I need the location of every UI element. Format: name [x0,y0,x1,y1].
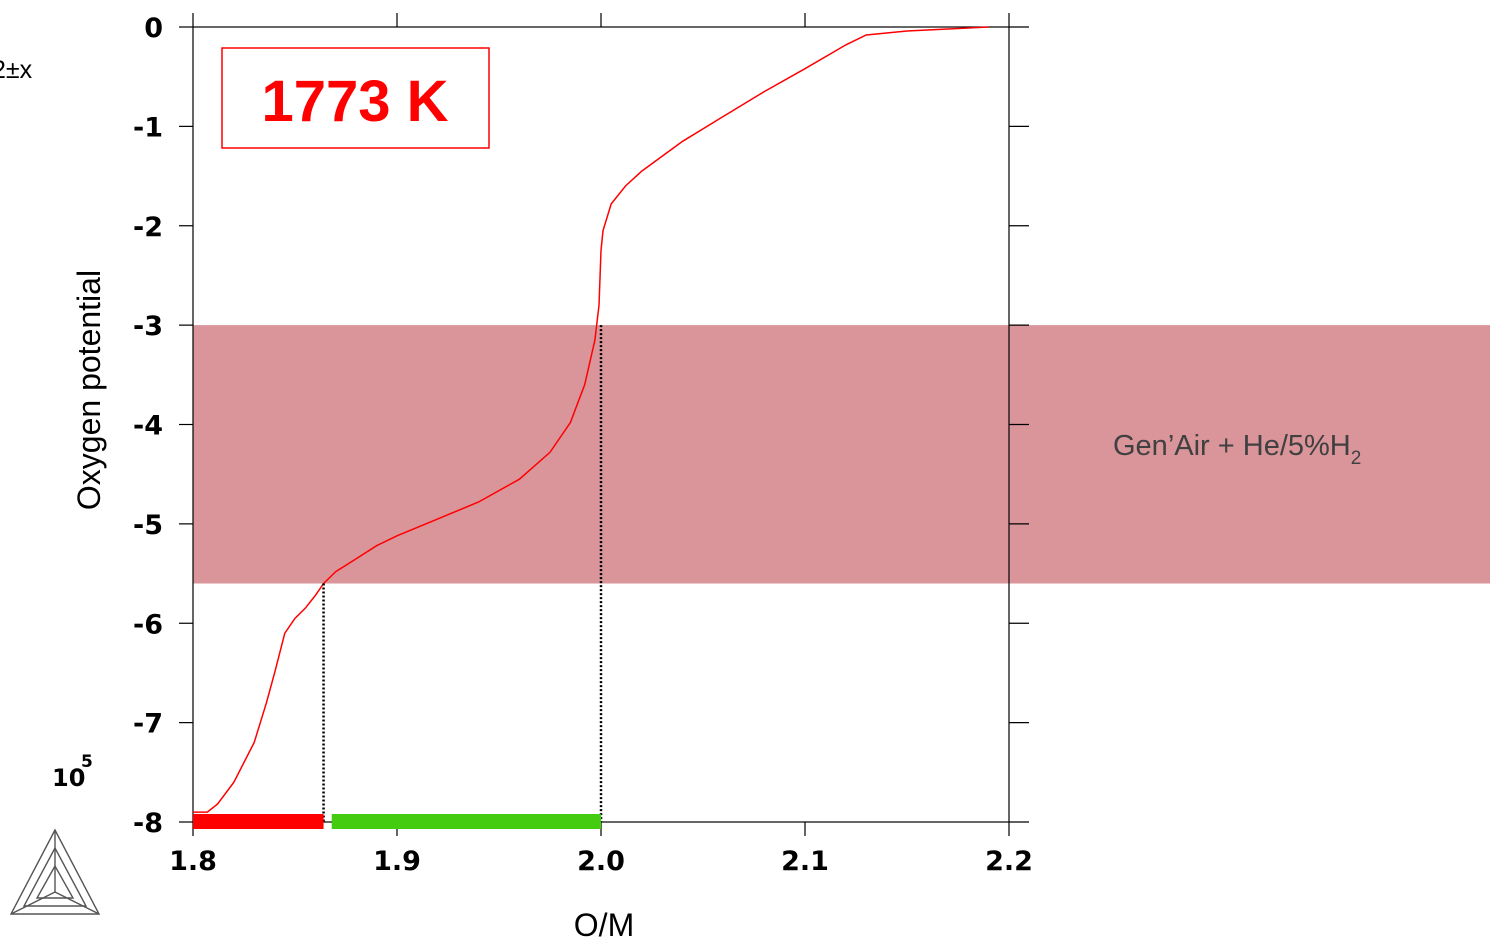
x-tick-label: 2.2 [985,846,1033,877]
y-tick-label: -3 [133,311,163,342]
thermo-calc-logo-icon [9,828,101,915]
x-tick-label: 1.8 [169,846,217,877]
band-label-subscript: 2 [1351,448,1362,469]
y-tick-label: -2 [133,212,163,243]
y-scale-base: 10 [52,764,85,792]
oxygen-potential-curve [193,26,989,813]
y-tick-label: -7 [133,709,163,740]
y-axis-title: Oxygen potential [71,270,107,510]
y-tick-label: -1 [133,112,163,143]
temperature-label-box [221,47,490,149]
y-tick-label: -5 [133,510,163,541]
x-tick-labels: 1.8 1.9 2.0 2.1 2.2 [169,846,1033,877]
x-tick-label: 2.1 [781,846,829,877]
temperature-label: 1773 K [261,69,448,134]
range-bar [331,814,601,829]
range-bars [193,814,601,829]
y-tick-label: -6 [133,609,163,640]
y-tick-labels: 0 -1 -2 -3 -4 -5 -6 -7 -8 [133,13,163,839]
marker-lines [322,325,603,822]
band-region [193,325,1490,584]
band-label: Gen’Air + He/5%H2 [1113,430,1361,469]
curve-series [193,26,989,813]
y-tick-label: 0 [144,13,163,44]
x-tick-label: 2.0 [577,846,625,877]
y-tick-label: -8 [133,808,163,839]
y-scale-exponent: 5 [81,752,93,772]
x-axis-title: O/M [574,907,634,943]
range-bar [193,814,324,829]
axis-ticks [179,13,1029,836]
partial-formula-text: 2±x [0,56,33,84]
x-tick-label: 1.9 [373,846,421,877]
band-label-main: Gen’Air + He/5%H [1113,430,1351,462]
y-tick-label: -4 [133,411,163,442]
